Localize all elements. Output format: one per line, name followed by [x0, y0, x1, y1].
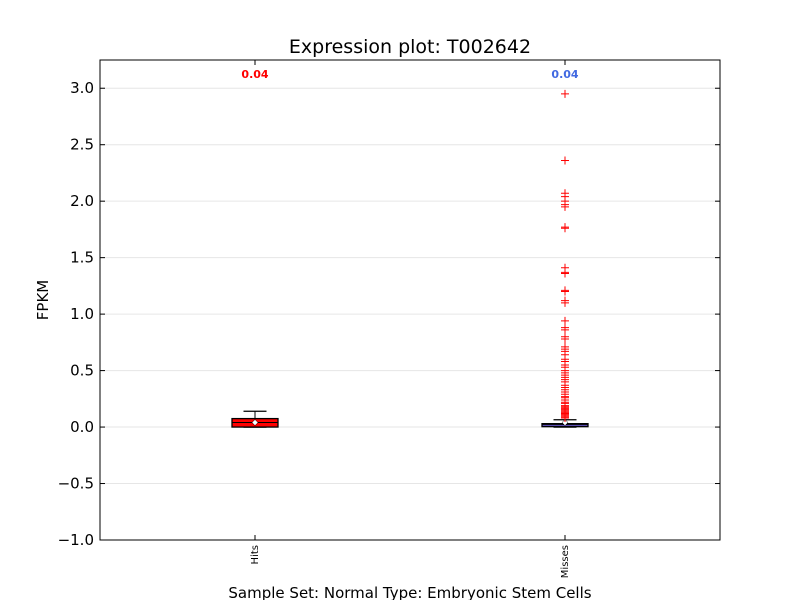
outlier-point: [561, 156, 569, 165]
mean-annotation: 0.04: [241, 68, 268, 81]
grid-lines: [100, 87, 720, 541]
outlier-point: [561, 287, 569, 296]
y-tick-label: 1.0: [70, 305, 94, 323]
x-tick-label: Misses: [560, 545, 571, 578]
outlier-point: [561, 269, 569, 278]
x-axis-ticks: Hits Misses: [250, 60, 571, 578]
x-tick-label: Hits: [250, 545, 261, 564]
y-tick-label: −1.0: [58, 531, 94, 549]
outlier-point: [561, 298, 569, 307]
box-series: 0.04 0.04: [231, 68, 589, 428]
y-tick-label: 2.0: [70, 192, 94, 210]
mean-annotation: 0.04: [551, 68, 578, 81]
outlier-point: [561, 414, 569, 423]
y-axis-ticks: −1.0 −0.5 0.0 0.5 1.0 1.5 2.0 2.5 3.0: [58, 79, 720, 549]
mean-marker: [561, 419, 569, 426]
y-tick-label: 0.0: [70, 418, 94, 436]
outlier-point: [561, 316, 569, 325]
y-tick-label: 0.5: [70, 362, 94, 380]
box-misses: 0.04: [541, 68, 589, 428]
y-tick-label: 3.0: [70, 79, 94, 97]
box-hits: 0.04: [231, 68, 279, 428]
chart-title: Expression plot: T002642: [289, 36, 531, 58]
y-tick-label: −0.5: [58, 475, 94, 493]
outlier-point: [561, 334, 569, 343]
y-tick-label: 2.5: [70, 136, 94, 154]
y-tick-label: 1.5: [70, 249, 94, 267]
outlier-point: [561, 89, 569, 98]
x-axis-label: Sample Set: Normal Type: Embryonic Stem …: [228, 584, 591, 600]
plot-area-frame: [99, 59, 721, 541]
mean-marker: [251, 419, 259, 426]
outlier-point: [561, 224, 569, 233]
y-axis-label: FPKM: [34, 280, 52, 320]
outlier-point: [561, 202, 569, 211]
outlier-point: [561, 325, 569, 334]
